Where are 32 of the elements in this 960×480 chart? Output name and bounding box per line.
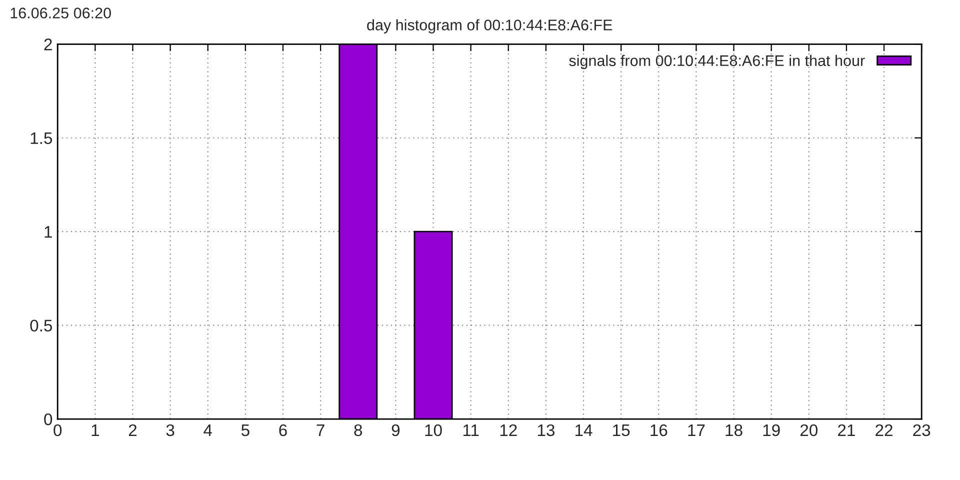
x-tick-label: 13	[538, 424, 554, 436]
y-tick-label: 2	[44, 38, 52, 50]
x-tick-label: 1	[92, 424, 99, 436]
x-tick-label: 17	[688, 424, 705, 436]
x-tick-label: 10	[425, 424, 442, 436]
x-tick-label: 6	[279, 424, 287, 436]
x-tick-label: 18	[726, 424, 742, 436]
x-tick-label: 15	[613, 424, 630, 436]
x-tick-label: 5	[241, 424, 250, 436]
x-tick-label: 19	[763, 424, 780, 436]
x-tick-label: 8	[354, 424, 362, 436]
x-tick-label: 21	[838, 424, 855, 436]
x-tick-label: 4	[204, 424, 212, 436]
x-tick-label: 20	[800, 424, 818, 436]
text: 16.06.25 06:20	[10, 8, 111, 18]
x-tick-label: 12	[500, 424, 517, 436]
x-tick-label: 9	[392, 424, 400, 436]
x-tick-label: 22	[876, 424, 892, 436]
x-tick-label: 2	[128, 424, 137, 436]
x-tick-label: 16	[650, 424, 668, 436]
x-tick-label: 23	[913, 424, 930, 436]
chart-title: day histogram of 00:10:44:E8:A6:FE	[367, 19, 612, 34]
y-tick-label: 0	[44, 413, 52, 426]
y-tick-label: 0.5	[30, 320, 52, 332]
x-tick-label: 11	[463, 424, 479, 436]
x-tick-label: 0	[54, 424, 62, 436]
legend-label: signals from 00:10:44:E8:A6:FE in that hour	[569, 54, 865, 70]
y-tick-label: 1	[44, 226, 52, 238]
x-tick-label: 7	[316, 424, 324, 436]
y-tick-label: 1.5	[30, 132, 52, 144]
x-tick-label: 3	[166, 424, 174, 436]
x-tick-label: 14	[576, 424, 592, 436]
